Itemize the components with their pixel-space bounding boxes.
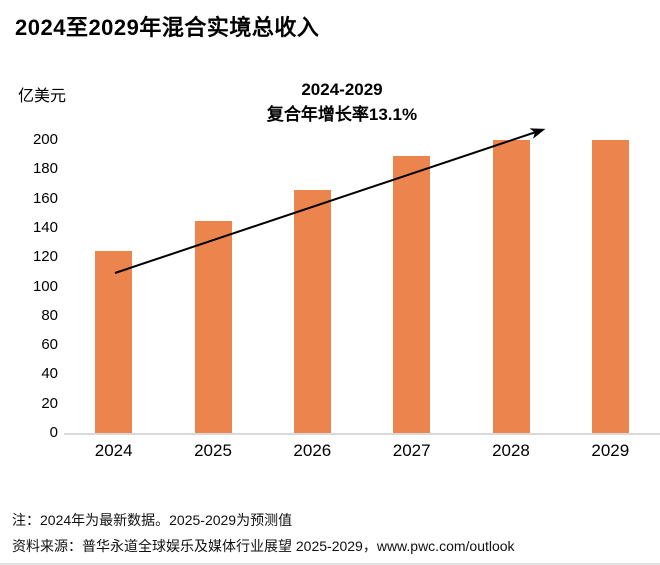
y-axis-labels: 0 20 40 60 80 100 120 140 160 180 200 xyxy=(0,131,58,441)
cagr-annotation: 2024-2029 复合年增长率13.1% xyxy=(192,77,492,127)
cagr-annotation-rate: 复合年增长率13.1% xyxy=(266,105,418,124)
y-tick-label-0: 0 xyxy=(49,424,58,441)
bar-2029 xyxy=(591,140,629,433)
bar-2027 xyxy=(393,156,431,433)
y-tick-label-100: 100 xyxy=(32,277,58,295)
x-tick-label-2029: 2029 xyxy=(591,441,630,460)
y-tick-label-40: 40 xyxy=(41,365,58,383)
bar-2028 xyxy=(492,140,530,433)
cagr-annotation-range: 2024-2029 xyxy=(301,80,383,99)
x-tick-label-2024: 2024 xyxy=(94,441,133,460)
footnote: 注：2024年为最新数据。2025-2029为预测值 xyxy=(12,512,293,528)
y-tick-label-20: 20 xyxy=(41,394,58,412)
bar-2024 xyxy=(95,251,133,433)
x-tick-label-2027: 2027 xyxy=(392,441,431,460)
y-tick-label-140: 140 xyxy=(32,218,58,236)
page-title: 2024至2029年混合实境总收入 xyxy=(15,15,320,40)
x-tick-label-2026: 2026 xyxy=(293,441,332,460)
y-tick-label-60: 60 xyxy=(41,336,58,354)
bar-2026 xyxy=(293,189,331,433)
y-tick-label-80: 80 xyxy=(41,306,58,324)
y-tick-label-200: 200 xyxy=(32,131,58,148)
source-note: 资料来源：普华永道全球娱乐及媒体行业展望 2025-2029，www.pwc.c… xyxy=(12,538,515,554)
y-tick-label-120: 120 xyxy=(32,248,58,266)
x-tick-label-2025: 2025 xyxy=(194,441,232,460)
bar-2025 xyxy=(194,220,232,433)
y-tick-label-180: 180 xyxy=(32,160,58,178)
y-axis-unit-label: 亿美元 xyxy=(18,88,67,105)
bottom-divider xyxy=(0,563,660,565)
x-axis-labels: 2024 2025 2026 2027 2028 2029 xyxy=(64,441,660,461)
y-tick-label-160: 160 xyxy=(32,189,58,207)
x-tick-label-2028: 2028 xyxy=(492,441,530,460)
plot-area xyxy=(64,140,660,435)
